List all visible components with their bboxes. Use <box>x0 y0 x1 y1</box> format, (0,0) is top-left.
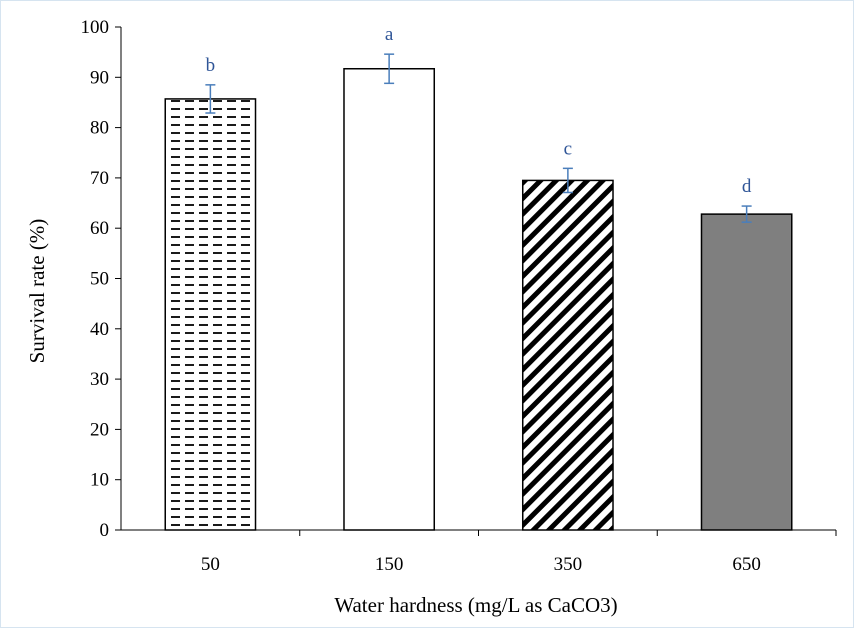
bar-350 <box>521 179 614 531</box>
y-tick-label: 60 <box>90 218 109 239</box>
x-axis-ticks: 50 150 350 650 <box>201 530 837 575</box>
y-tick-label: 80 <box>90 118 109 139</box>
bars-group <box>164 67 793 531</box>
error-bars-group <box>205 53 752 223</box>
y-tick-label: 100 <box>81 17 110 38</box>
y-tick-label: 10 <box>90 470 109 491</box>
significance-letter-650: d <box>742 176 752 197</box>
y-tick-label: 30 <box>90 369 109 390</box>
x-axis-title: Water hardness (mg/L as CaCO3) <box>334 593 617 617</box>
significance-letters-group: b a c d <box>206 24 752 197</box>
x-tick-label: 650 <box>732 554 761 575</box>
y-tick-label: 50 <box>90 269 109 290</box>
significance-letter-350: c <box>564 138 572 159</box>
x-tick-label: 150 <box>375 554 404 575</box>
y-axis-ticks: 0 10 20 30 40 50 60 70 80 90 100 <box>81 17 121 541</box>
bar-150 <box>343 67 436 531</box>
significance-letter-50: b <box>206 55 216 76</box>
y-tick-label: 70 <box>90 168 109 189</box>
y-tick-label: 20 <box>90 419 109 440</box>
x-tick-label: 50 <box>201 554 220 575</box>
y-tick-label: 90 <box>90 67 109 88</box>
y-axis-title: Survival rate (%) <box>25 219 49 364</box>
significance-letter-150: a <box>385 24 394 45</box>
y-tick-label: 0 <box>100 520 110 541</box>
y-tick-label: 40 <box>90 319 109 340</box>
bar-50 <box>164 98 257 531</box>
x-tick-label: 350 <box>554 554 583 575</box>
bar-650 <box>700 213 793 531</box>
